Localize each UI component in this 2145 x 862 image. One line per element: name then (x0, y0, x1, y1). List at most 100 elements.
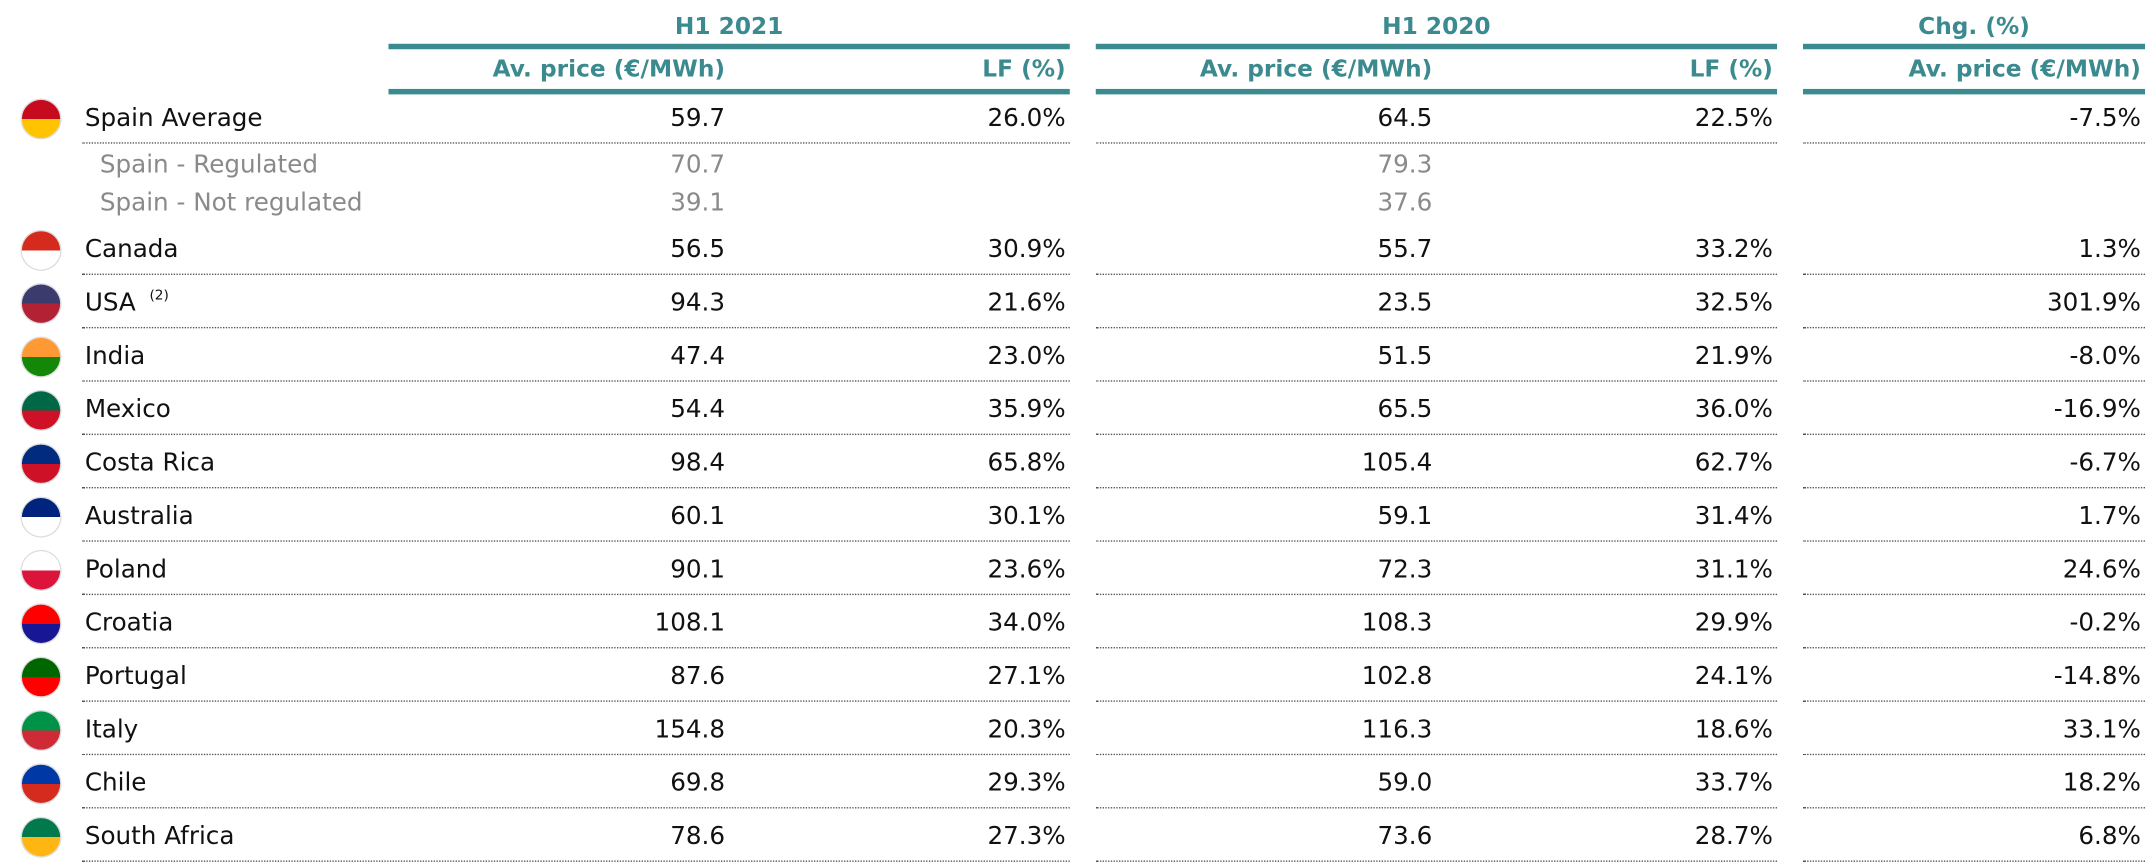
row-label: Chile (84, 768, 147, 798)
row-divider (1095, 273, 1778, 275)
cell: 29.9% (1694, 608, 1773, 638)
cell: 1.7% (2078, 502, 2141, 531)
cell: -0.2% (2069, 608, 2141, 638)
group-rule (388, 43, 1070, 50)
row-name: Spain Average (85, 104, 263, 133)
cell: 65.5 (1377, 395, 1433, 425)
row-divider (1095, 753, 1778, 756)
group-title: H1 2021 (674, 13, 784, 42)
cell: 37.6 (1377, 188, 1433, 218)
cell: -8.0% (2069, 342, 2141, 371)
flag-icon (21, 604, 61, 643)
row-divider (1803, 487, 2145, 489)
column-header: LF (%) (982, 56, 1066, 84)
cell: 31.1% (1694, 555, 1773, 585)
column-header: Av. price (€/MWh) (1908, 56, 2141, 84)
row-name: Chile (85, 769, 147, 798)
row-label: Italy (84, 715, 139, 745)
row-divider (1803, 433, 2145, 436)
footnote-ref: (2) (149, 288, 169, 304)
cell: 56.5 (670, 235, 726, 265)
row-divider (82, 487, 1070, 489)
column-header: Av. price (€/MWh) (492, 56, 726, 84)
cell: 72.3 (1377, 555, 1433, 585)
cell: 27.1% (987, 662, 1066, 691)
cell: 6.8% (2078, 822, 2141, 851)
row-divider (82, 142, 1070, 144)
cell: 90.1 (670, 555, 726, 585)
cell: 60.1 (670, 502, 726, 531)
cell: 23.0% (987, 342, 1066, 371)
row-divider (1803, 326, 2145, 329)
cell: 28.7% (1694, 822, 1773, 851)
row-divider (1803, 753, 2145, 756)
cell: 105.4 (1361, 448, 1433, 478)
cell: 33.2% (1694, 235, 1773, 265)
cell: 64.5 (1377, 103, 1433, 133)
row-divider (1095, 487, 1778, 489)
row-divider (82, 753, 1070, 756)
row-label: Portugal (84, 662, 187, 691)
row-name: Croatia (85, 609, 174, 638)
cell: 62.7% (1694, 448, 1773, 478)
cell: 35.9% (987, 395, 1066, 425)
row-name: Costa Rica (85, 449, 215, 478)
cell: 79.3 (1377, 150, 1433, 180)
cell: 27.3% (987, 822, 1066, 851)
cell: 87.6 (670, 662, 726, 691)
cell: 98.4 (670, 448, 726, 478)
cell: 59.0 (1377, 768, 1433, 798)
row-divider (82, 593, 1070, 596)
row-divider (82, 380, 1070, 382)
row-label: Poland (84, 555, 168, 585)
subrow-name: Spain - Not regulated (99, 188, 363, 218)
row-divider (1095, 593, 1778, 596)
cell: 31.4% (1694, 502, 1773, 531)
group-title: H1 2020 (1382, 13, 1491, 42)
row-name: Poland (85, 555, 167, 584)
row-label: Costa Rica (84, 448, 216, 478)
row-divider (1095, 380, 1778, 382)
row-divider (82, 647, 1070, 649)
row-label: Australia (84, 502, 194, 531)
group-rule (1803, 43, 2145, 50)
row-divider (82, 540, 1070, 542)
cell: 1.3% (2078, 235, 2141, 265)
cell: 24.6% (2062, 555, 2141, 585)
flag-icon (21, 284, 61, 323)
row-divider (1095, 807, 1778, 809)
cell: 23.6% (987, 555, 1066, 585)
row-divider (1803, 593, 2145, 596)
row-divider (82, 700, 1070, 702)
row-divider (1095, 326, 1778, 329)
flag-icon (21, 764, 61, 804)
flag-icon (21, 711, 61, 750)
row-name: South Africa (85, 822, 235, 851)
cell: 108.1 (654, 608, 726, 638)
row-divider (1803, 540, 2145, 542)
flag-icon (21, 231, 61, 270)
row-label: Mexico (84, 395, 171, 425)
cell: 59.7 (670, 103, 726, 133)
row-label: South Africa (84, 822, 235, 851)
cell: 29.3% (987, 768, 1066, 798)
cell: 21.6% (987, 288, 1066, 318)
flag-icon (21, 551, 61, 590)
cell: 73.6 (1377, 822, 1433, 851)
cell: -14.8% (2053, 662, 2141, 691)
row-divider (1803, 380, 2145, 382)
row-name: India (85, 342, 145, 371)
row-divider (1095, 433, 1778, 436)
row-divider (1803, 647, 2145, 649)
cell: 30.9% (987, 235, 1066, 265)
cell: 154.8 (654, 715, 726, 745)
cell: 94.3 (670, 288, 726, 318)
cell: 59.1 (1377, 502, 1433, 531)
row-name: Italy (85, 715, 138, 744)
group-rule (388, 88, 1070, 95)
cell: 26.0% (987, 103, 1066, 133)
row-divider (1803, 807, 2145, 809)
row-divider (82, 273, 1070, 275)
